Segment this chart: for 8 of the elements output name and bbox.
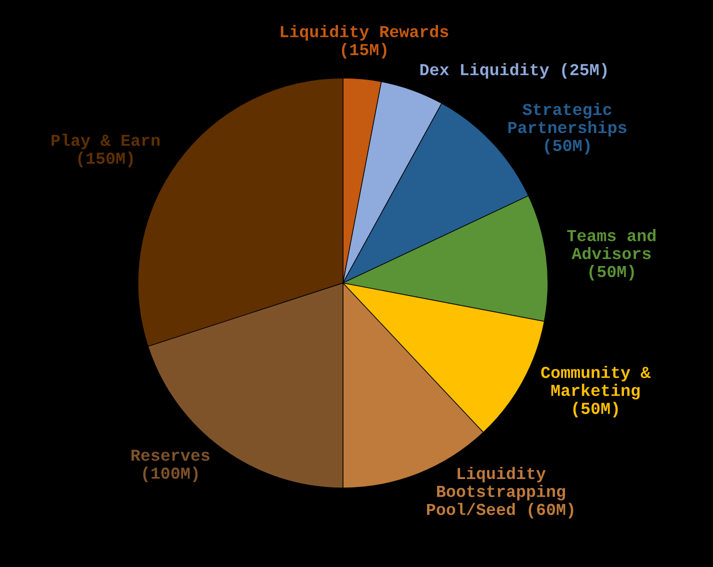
slice-label: Reserves (100M) (132, 450, 210, 482)
slice-label: Dex Liquidity (25M) (420, 63, 607, 79)
slice-label: Strategic Partnerships (50M) (508, 102, 626, 154)
slice-label: Play & Earn (150M) (52, 134, 160, 168)
slice-label: Liquidity Bootstrapping Pool/Seed (60M) (427, 466, 574, 518)
slice-label: Liquidity Rewards (15M) (280, 25, 448, 59)
slice-label: Community & Marketing (50M) (541, 366, 650, 418)
slice-label: Teams and Advisors (50M) (567, 229, 656, 280)
